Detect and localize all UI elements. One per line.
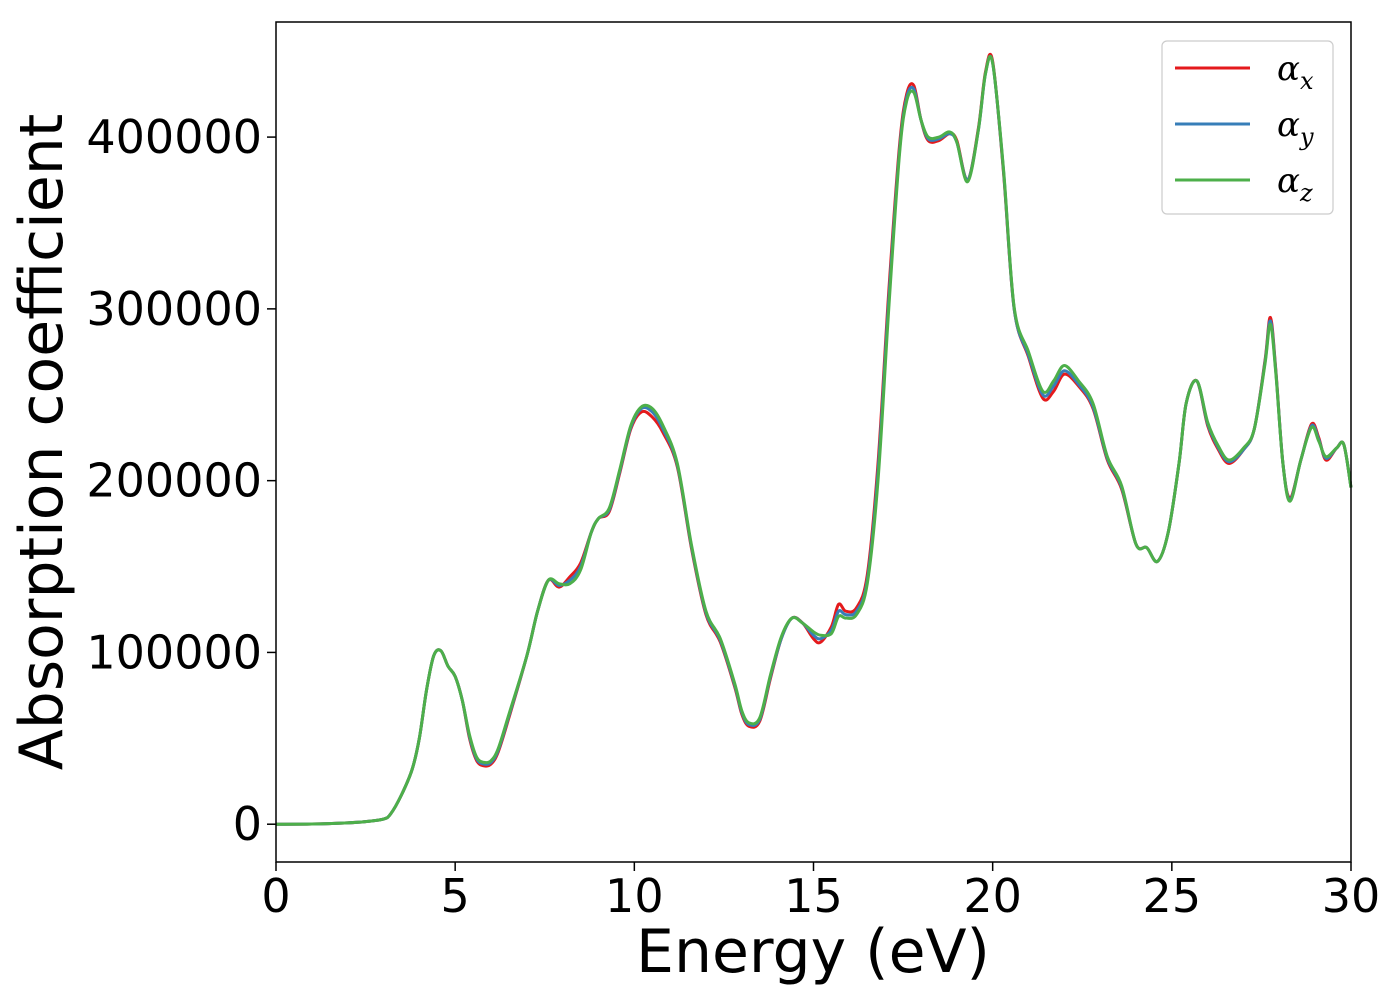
- x-tick-label: 30: [1322, 869, 1381, 923]
- x-axis: 0 5 10 15 20 25 30: [261, 862, 1380, 923]
- y-axis: 0 100000 200000 300000 400000: [86, 110, 276, 851]
- x-tick-label: 20: [963, 869, 1022, 923]
- y-tick-label: 100000: [86, 625, 262, 679]
- x-tick-label: 25: [1143, 869, 1202, 923]
- y-axis-label: Absorption coefficient: [7, 114, 77, 771]
- legend-box: [1161, 40, 1334, 215]
- series-line-z: [275, 55, 1353, 826]
- x-tick-label: 10: [605, 869, 664, 923]
- x-tick-label: 0: [261, 869, 290, 923]
- y-tick-label: 0: [233, 797, 262, 851]
- x-tick-label: 5: [441, 869, 470, 923]
- x-tick-label: 15: [784, 869, 843, 923]
- y-tick-label: 200000: [86, 454, 262, 508]
- y-tick-label: 400000: [86, 110, 262, 164]
- legend-label-x: αx: [1277, 49, 1314, 95]
- legend-label-y: αy: [1277, 105, 1314, 151]
- x-axis-label: Energy (eV): [636, 917, 990, 987]
- plot-lines: [275, 53, 1353, 826]
- y-tick-label: 300000: [86, 282, 262, 336]
